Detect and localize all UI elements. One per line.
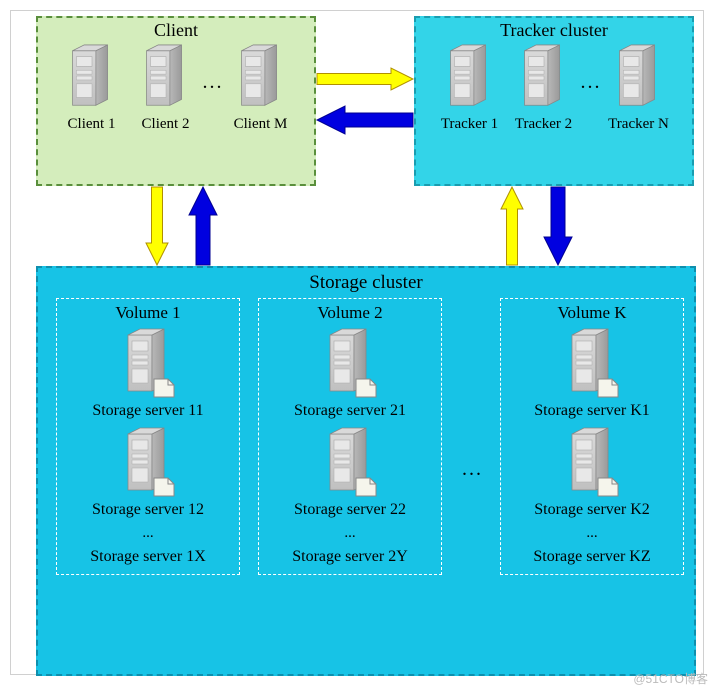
client-server-icon: Client M — [224, 43, 298, 133]
tracker-server-icon: Tracker 1 — [433, 43, 507, 133]
tracker-server-label: Tracker N — [602, 116, 676, 133]
tracker-cluster-box: Tracker cluster Tracker 1 Tracker 2... — [414, 16, 694, 186]
arrow-yellow-icon — [317, 68, 413, 90]
storage-server-label: Storage server K1 — [505, 402, 679, 420]
volume-1-box: Volume 1 Storage server 11 Storage serve… — [56, 298, 240, 575]
client-server-icon: Client 1 — [55, 43, 129, 133]
arrow-blue-icon — [544, 187, 572, 265]
storage-server: Storage server 21 — [263, 327, 437, 420]
client-server-label: Client 1 — [55, 116, 129, 133]
watermark-text: @51CTO博客 — [633, 670, 708, 687]
volume-title: Volume 1 — [61, 303, 235, 323]
tracker-title: Tracker cluster — [416, 18, 692, 43]
storage-server-label: Storage server K2 — [505, 501, 679, 519]
arrow-yellow-icon — [146, 187, 168, 265]
storage-server: Storage server 22 — [263, 426, 437, 519]
client-server-icon: Client 2 — [129, 43, 203, 133]
storage-server: Storage server 11 — [61, 327, 235, 420]
tracker-server-icon: Tracker 2 — [507, 43, 581, 133]
volume-vdots: ... — [505, 525, 679, 542]
storage-server-label: Storage server 12 — [61, 501, 235, 519]
volume-k-box: Volume K Storage server K1 Storage serve… — [500, 298, 684, 575]
storage-server-last-label: Storage server KZ — [505, 548, 679, 566]
volume-title: Volume 2 — [263, 303, 437, 323]
tracker-server-icon: Tracker N — [602, 43, 676, 133]
client-server-label: Client 2 — [129, 116, 203, 133]
client-title: Client — [38, 18, 314, 43]
arrow-blue-icon — [317, 106, 413, 134]
storage-server: Storage server 12 — [61, 426, 235, 519]
volume-title: Volume K — [505, 303, 679, 323]
tracker-row: Tracker 1 Tracker 2... Tracker N — [416, 43, 692, 133]
storage-server-label: Storage server 22 — [263, 501, 437, 519]
storage-server-last-label: Storage server 2Y — [263, 548, 437, 566]
client-ellipsis: ... — [203, 71, 224, 94]
storage-server-label: Storage server 11 — [61, 402, 235, 420]
client-row: Client 1 Client 2... Client M — [38, 43, 314, 133]
volume-vdots: ... — [61, 525, 235, 542]
client-cluster-box: Client Client 1 Client 2... — [36, 16, 316, 186]
client-server-label: Client M — [224, 116, 298, 133]
volume-vdots: ... — [263, 525, 437, 542]
storage-server: Storage server K2 — [505, 426, 679, 519]
tracker-ellipsis: ... — [581, 71, 602, 94]
volume-2-box: Volume 2 Storage server 21 Storage serve… — [258, 298, 442, 575]
storage-server: Storage server K1 — [505, 327, 679, 420]
tracker-server-label: Tracker 1 — [433, 116, 507, 133]
storage-server-last-label: Storage server 1X — [61, 548, 235, 566]
arrow-blue-icon — [189, 187, 217, 265]
diagram-frame: Client Client 1 Client 2... — [10, 10, 704, 675]
storage-cluster-box: Storage cluster Volume 1 Storage server … — [36, 266, 696, 676]
arrow-yellow-icon — [501, 187, 523, 265]
storage-title: Storage cluster — [38, 268, 694, 298]
storage-server-label: Storage server 21 — [263, 402, 437, 420]
volume-ellipsis: ... — [462, 458, 483, 481]
tracker-server-label: Tracker 2 — [507, 116, 581, 133]
